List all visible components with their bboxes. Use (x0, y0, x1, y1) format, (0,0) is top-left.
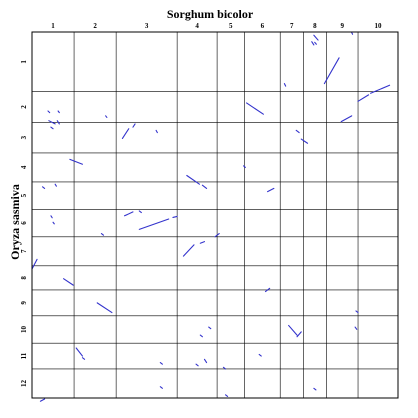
synteny-segment (340, 115, 353, 123)
x-tick-label: 8 (313, 22, 317, 30)
x-tick-label: 3 (145, 22, 149, 30)
x-tick-label: 5 (229, 22, 233, 30)
synteny-segment (138, 210, 142, 214)
grid (32, 32, 398, 398)
synteny-segment (208, 326, 212, 330)
synteny-segment (264, 287, 271, 293)
y-tick-label: 1 (20, 60, 28, 64)
y-tick-label: 12 (20, 379, 28, 387)
synteny-segment (351, 32, 354, 35)
synteny-segment (283, 83, 287, 87)
x-tick-label: 7 (290, 22, 294, 30)
synteny-segment (41, 186, 46, 189)
y-tick-label: 8 (20, 276, 28, 280)
y-tick-label: 10 (20, 325, 28, 333)
synteny-segment (186, 174, 200, 185)
y-tick-label: 9 (20, 301, 28, 305)
synteny-segment (159, 361, 163, 365)
synteny-segment (138, 218, 170, 230)
synteny-segment (39, 398, 46, 402)
synteny-segment (182, 244, 195, 257)
synteny-segment (296, 331, 302, 338)
synteny-segment (63, 278, 74, 286)
y-tick-label: 4 (20, 165, 28, 169)
y-tick-label: 5 (20, 193, 28, 197)
synteny-segment (313, 34, 319, 41)
y-tick-label: 3 (20, 135, 28, 139)
synteny-segment (295, 129, 300, 134)
y-axis-title: Oryza sasmiva (8, 184, 22, 260)
synteny-segment (300, 138, 309, 144)
synteny-segment (172, 215, 178, 218)
x-tick-label: 9 (341, 22, 345, 30)
synteny-segment (267, 187, 275, 193)
synteny-segment (50, 215, 53, 219)
synteny-segment (214, 232, 220, 238)
synteny-segment (199, 334, 203, 338)
synteny-segment (57, 110, 60, 114)
synteny-segment (313, 387, 317, 391)
synteny-segment (31, 258, 38, 270)
y-tick-label: 7 (20, 249, 28, 253)
synteny-segment (258, 353, 262, 357)
synteny-segment (100, 232, 105, 236)
synteny-segment (75, 347, 84, 357)
synteny-segment (159, 386, 163, 389)
synteny-segment (314, 41, 317, 45)
y-tick-label: 11 (20, 352, 28, 359)
synteny-segment (203, 358, 208, 364)
y-tick-label: 6 (20, 221, 28, 225)
synteny-segment (222, 366, 227, 370)
synteny-segment (121, 128, 130, 139)
synteny-segment (132, 123, 136, 128)
synteny-segment (54, 183, 57, 187)
x-tick-label: 10 (375, 22, 383, 30)
synteny-segment (195, 363, 199, 367)
synteny-segment (288, 324, 298, 336)
x-axis-title: Sorghum bicolor (167, 7, 254, 21)
synteny-segment (246, 102, 264, 115)
synteny-segment (155, 129, 158, 134)
synteny-segment (48, 120, 56, 125)
plot-frame (31, 31, 399, 399)
synteny-segment (56, 120, 60, 125)
synteny-segment (50, 126, 54, 130)
synteny-segment (105, 115, 108, 119)
synteny-segment (355, 310, 359, 314)
synteny-segment (47, 110, 51, 114)
synteny-segment (52, 221, 55, 225)
x-tick-label: 4 (195, 22, 199, 30)
synteny-segment (243, 165, 246, 168)
synteny-segment (69, 158, 84, 165)
synteny-segment (323, 57, 340, 85)
synteny-segment (124, 211, 134, 217)
synteny-segment (96, 302, 113, 314)
synteny-segment (354, 326, 358, 330)
synteny-segment (311, 41, 315, 46)
x-tick-label: 1 (51, 22, 55, 30)
synteny-segment (224, 394, 229, 397)
x-tick-label: 6 (261, 22, 265, 30)
synteny-segments (31, 32, 391, 402)
y-tick-label: 2 (20, 105, 28, 109)
synteny-segment (357, 94, 370, 102)
synteny-segment (199, 241, 206, 244)
synteny-segment (201, 184, 208, 189)
synteny-segment (370, 84, 391, 94)
synteny-segment (81, 357, 86, 360)
x-tick-label: 2 (93, 22, 97, 30)
x-chromosome-labels: 1 2 3 4 5 6 7 8 9 10 (51, 22, 382, 30)
